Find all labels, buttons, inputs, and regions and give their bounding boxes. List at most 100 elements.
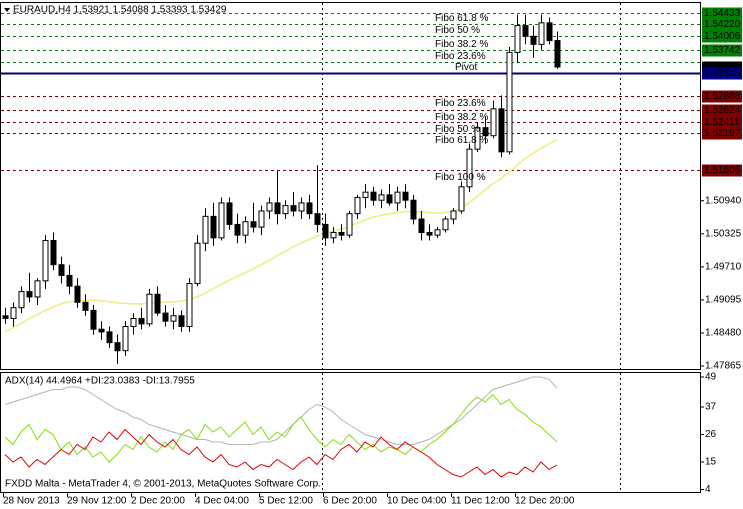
collapse-icon: [4, 8, 10, 12]
candle-body: [386, 194, 393, 204]
candle-body: [490, 108, 497, 137]
candle-body: [194, 242, 201, 285]
price-label: 1.52411: [704, 117, 740, 128]
indicator-line: [4, 428, 558, 478]
candle-body: [82, 301, 89, 311]
x-tick-label: 28 Nov 2013: [3, 496, 60, 507]
candle-body: [530, 35, 537, 45]
price-label: 1.53742: [704, 45, 741, 56]
price-label-box: [702, 67, 742, 80]
level-text: Fibo 50 %: [435, 124, 480, 135]
candle-body: [66, 274, 73, 287]
candle-body: [370, 191, 377, 201]
y-tick-label: 37: [705, 402, 717, 413]
candle-body: [114, 342, 121, 352]
candle-body: [258, 210, 265, 228]
candle-body: [482, 127, 489, 137]
x-tick-label: 12 Dec 20:00: [515, 496, 575, 507]
candle-body: [218, 202, 225, 239]
indicator-line: [4, 393, 558, 463]
candle-body: [314, 213, 321, 225]
x-tick-label: 29 Nov 12:00: [67, 496, 127, 507]
candle-body: [266, 202, 273, 212]
candle-body: [322, 223, 329, 239]
candle-body: [290, 205, 297, 212]
candle-body: [298, 202, 305, 212]
x-tick-label: 10 Dec 04:00: [387, 496, 447, 507]
price-panel: [0, 2, 701, 370]
level-text: Pivot: [455, 62, 477, 73]
price-label: 1.51506: [704, 165, 741, 176]
indicator-header: ADX(14) 44.4964 +DI:23.0383 -DI:13.7955: [5, 376, 195, 387]
candle-body: [250, 221, 257, 228]
x-tick-label: 5 Dec 12:00: [259, 496, 313, 507]
x-tick-label: 6 Dec 20:00: [323, 496, 377, 507]
candle-body: [394, 191, 401, 204]
candle-body: [170, 315, 177, 322]
candle-body: [2, 315, 9, 319]
level-text: Fibo 50 %: [435, 25, 480, 36]
candle-body: [434, 229, 441, 236]
price-label-box: [702, 127, 742, 140]
candle-body: [378, 194, 385, 201]
candle-body: [554, 40, 561, 68]
candle-body: [58, 264, 65, 276]
candle-body: [274, 202, 281, 215]
candle-body: [506, 51, 513, 153]
candle-body: [162, 312, 169, 322]
candle-body: [514, 25, 521, 53]
price-label: 1.54433: [704, 8, 741, 19]
candle-body: [26, 291, 33, 298]
price-label-box: [702, 116, 742, 129]
candle-body: [474, 127, 481, 150]
price-header: EURAUD,H4 1.53921 1.54088 1.53393 1.5342…: [13, 5, 227, 16]
candle-body: [410, 199, 417, 220]
candle-body: [50, 240, 57, 266]
x-tick-label: 11 Dec 12:00: [451, 496, 510, 507]
y-tick-label: 1.50325: [705, 228, 742, 239]
level-text: Fibo 61.8 %: [435, 135, 488, 146]
candle-body: [178, 315, 185, 328]
price-label: 1.52888: [704, 91, 741, 102]
level-text: Fibo 23.6%: [435, 98, 486, 109]
x-tick-label: 2 Dec 20:00: [131, 496, 185, 507]
candle-body: [466, 148, 473, 188]
candle-body: [34, 280, 41, 298]
price-label-box: [702, 164, 742, 177]
candle-body: [146, 293, 153, 325]
candle-body: [330, 231, 337, 239]
candle-body: [42, 240, 49, 282]
price-label-box: [702, 44, 742, 57]
candle-body: [346, 213, 353, 236]
y-tick-label: 15: [705, 457, 717, 468]
price-label: 1.54006: [704, 31, 741, 42]
price-label: 1.52624: [704, 105, 741, 116]
candle-body: [202, 215, 209, 244]
price-label-box: [702, 104, 742, 117]
candle-body: [106, 331, 113, 344]
price-label: 1.52197: [704, 128, 741, 139]
candle-body: [242, 221, 249, 236]
candle-body: [130, 317, 137, 328]
candle-body: [18, 291, 25, 309]
candle-body: [306, 202, 313, 215]
candle-body: [226, 202, 233, 225]
price-label: 1.54220: [704, 19, 741, 30]
candle-body: [538, 22, 545, 45]
footer: FXDD Malta - MetaTrader 4, © 2001-2013, …: [5, 479, 321, 490]
candle-body: [138, 317, 145, 325]
y-tick-label: 1.48480: [705, 328, 742, 339]
level-text: Fibo 23.6%: [435, 51, 486, 62]
candle-body: [418, 218, 425, 233]
price-label-box: [702, 30, 742, 43]
moving-average: [4, 138, 558, 333]
y-tick-label: 1.47865: [705, 361, 742, 372]
price-label-box: [702, 7, 742, 20]
level-text: Fibo 38.2 %: [435, 39, 488, 50]
candle-body: [354, 197, 361, 215]
plot-layer: [1, 13, 700, 478]
candle-body: [98, 328, 105, 333]
level-text: Fibo 100 %: [435, 172, 486, 183]
candle-body: [210, 215, 217, 239]
